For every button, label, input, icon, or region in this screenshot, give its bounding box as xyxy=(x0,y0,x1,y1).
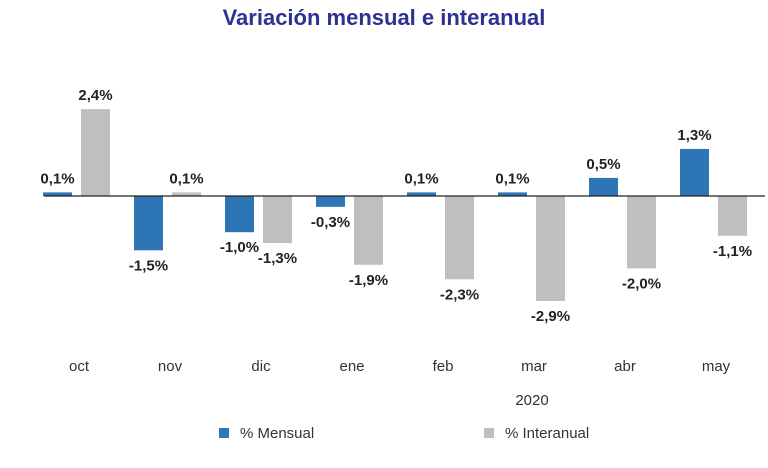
legend-label-mensual: % Mensual xyxy=(240,425,314,442)
data-label-mensual-mar: 0,1% xyxy=(495,170,529,187)
bar-mensual-ene xyxy=(316,196,345,207)
data-label-interanual-nov: 0,1% xyxy=(169,170,203,187)
x-tick-label-abr: abr xyxy=(614,358,636,375)
data-label-mensual-oct: 0,1% xyxy=(40,170,74,187)
data-label-mensual-may: 1,3% xyxy=(677,127,711,144)
bar-interanual-may xyxy=(718,196,747,236)
x-tick-label-mar: mar xyxy=(521,358,547,375)
bar-interanual-dic xyxy=(263,196,292,244)
data-label-interanual-feb: -2,3% xyxy=(440,286,479,303)
x-tick-label-dic: dic xyxy=(251,358,271,375)
year-group-label: 2020 xyxy=(515,392,548,409)
data-label-interanual-dic: -1,3% xyxy=(258,250,297,267)
bars-layer xyxy=(43,109,747,301)
bar-mensual-oct xyxy=(43,192,72,196)
data-label-interanual-abr: -2,0% xyxy=(622,275,661,292)
data-label-mensual-feb: 0,1% xyxy=(404,170,438,187)
data-label-interanual-mar: -2,9% xyxy=(531,308,570,325)
bar-mensual-feb xyxy=(407,192,436,196)
legend-swatch-mensual xyxy=(219,428,229,438)
x-tick-label-feb: feb xyxy=(433,358,454,375)
x-tick-label-may: may xyxy=(702,358,731,375)
x-tick-label-ene: ene xyxy=(339,358,364,375)
data-label-mensual-abr: 0,5% xyxy=(586,156,620,173)
data-label-interanual-may: -1,1% xyxy=(713,243,752,260)
data-label-mensual-ene: -0,3% xyxy=(311,214,350,231)
x-tick-label-nov: nov xyxy=(158,358,183,375)
bar-interanual-ene xyxy=(354,196,383,265)
bar-mensual-may xyxy=(680,148,709,196)
chart-title: Variación mensual e interanual xyxy=(222,5,546,30)
data-labels-layer: 0,1% -1,5% -1,0% -0,3% 0,1% 0,1% 0,5% 1,3% 2,4% 0… xyxy=(40,87,752,325)
legend-swatch-interanual xyxy=(484,428,494,438)
data-label-mensual-dic: -1,0% xyxy=(220,239,259,256)
legend: % Mensual % Interanual xyxy=(219,425,589,442)
bar-mensual-abr xyxy=(589,177,618,196)
x-tick-label-oct: oct xyxy=(69,358,90,375)
bar-interanual-nov xyxy=(172,192,201,196)
bar-interanual-abr xyxy=(627,196,656,269)
data-label-mensual-nov: -1,5% xyxy=(129,257,168,274)
data-label-interanual-ene: -1,9% xyxy=(349,272,388,289)
bar-mensual-nov xyxy=(134,196,163,251)
bar-interanual-feb xyxy=(445,196,474,280)
bar-mensual-mar xyxy=(498,192,527,196)
bar-mensual-dic xyxy=(225,196,254,233)
bar-interanual-oct xyxy=(81,109,110,196)
x-tick-labels-layer: oct nov dic ene feb mar abr may xyxy=(69,358,731,375)
data-label-interanual-oct: 2,4% xyxy=(78,87,112,104)
legend-label-interanual: % Interanual xyxy=(505,425,589,442)
bar-interanual-mar xyxy=(536,196,565,301)
